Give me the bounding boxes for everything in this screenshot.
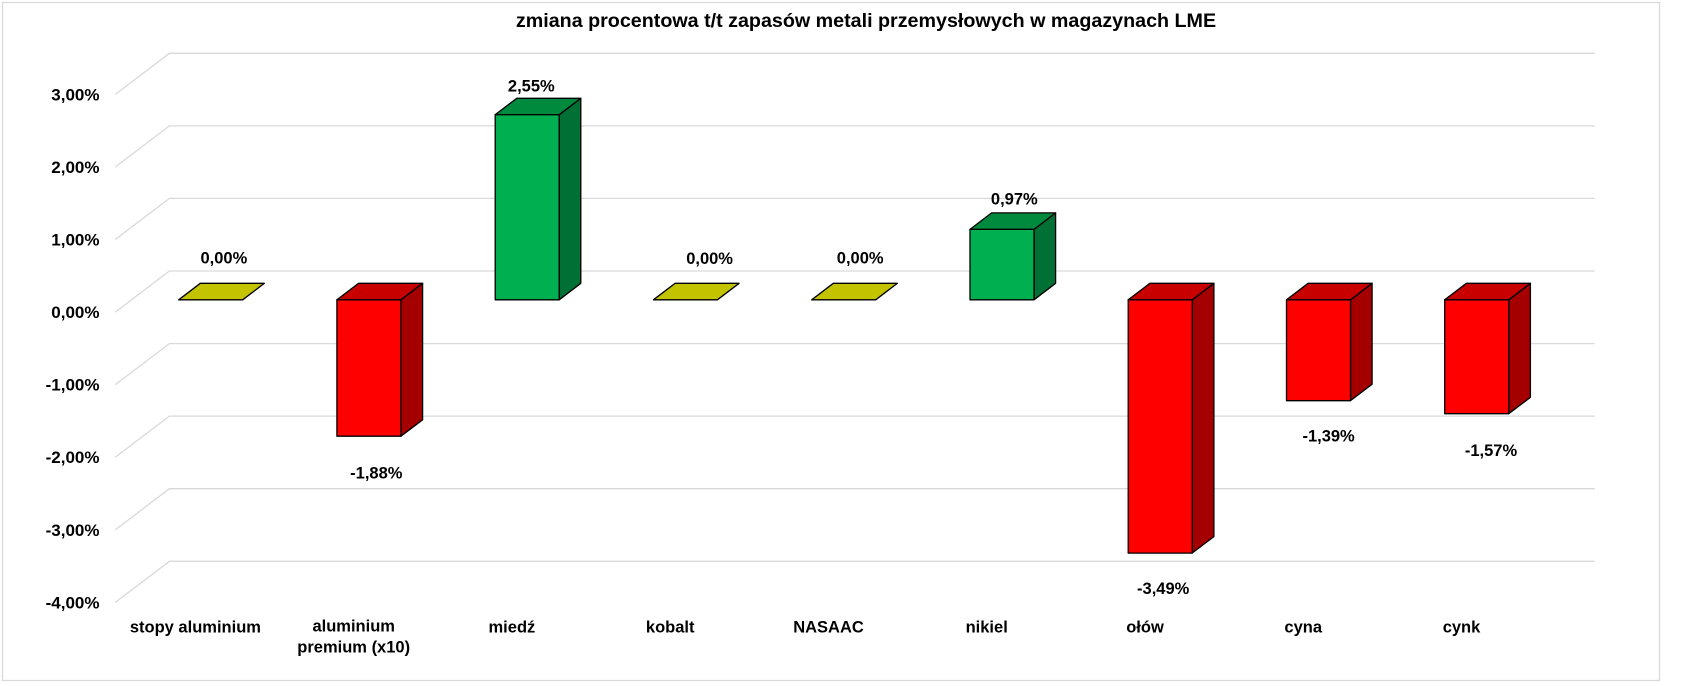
svg-text:-3,49%: -3,49%	[1137, 580, 1190, 598]
svg-text:0,97%: 0,97%	[991, 191, 1038, 209]
svg-text:stopy aluminium: stopy aluminium	[130, 618, 261, 636]
svg-text:ołów: ołów	[1126, 618, 1164, 636]
svg-text:2,00%: 2,00%	[51, 158, 99, 177]
svg-text:-1,00%: -1,00%	[46, 376, 100, 395]
svg-text:nikiel: nikiel	[966, 618, 1008, 636]
svg-text:cynk: cynk	[1443, 618, 1481, 636]
svg-text:-1,39%: -1,39%	[1302, 428, 1355, 446]
svg-text:0,00%: 0,00%	[51, 303, 99, 322]
svg-text:-3,00%: -3,00%	[46, 521, 100, 540]
svg-text:3,00%: 3,00%	[51, 85, 99, 104]
svg-text:0,00%: 0,00%	[837, 249, 884, 267]
svg-text:NASAAC: NASAAC	[793, 618, 864, 636]
svg-text:miedź: miedź	[489, 618, 536, 636]
svg-text:2,55%: 2,55%	[508, 78, 555, 96]
svg-text:aluminium: aluminium	[312, 618, 395, 636]
svg-text:-1,88%: -1,88%	[350, 465, 403, 483]
svg-text:cyna: cyna	[1284, 618, 1322, 636]
svg-text:premium (x10): premium (x10)	[297, 638, 410, 656]
svg-text:-4,00%: -4,00%	[46, 593, 100, 612]
svg-text:kobalt: kobalt	[646, 618, 695, 636]
svg-text:-2,00%: -2,00%	[46, 448, 100, 467]
svg-text:0,00%: 0,00%	[686, 250, 733, 268]
svg-text:-1,57%: -1,57%	[1465, 442, 1518, 460]
svg-text:1,00%: 1,00%	[51, 231, 99, 250]
svg-text:0,00%: 0,00%	[201, 249, 248, 267]
svg-text:zmiana procentowa t/t zapasów: zmiana procentowa t/t zapasów metali prz…	[516, 10, 1216, 32]
